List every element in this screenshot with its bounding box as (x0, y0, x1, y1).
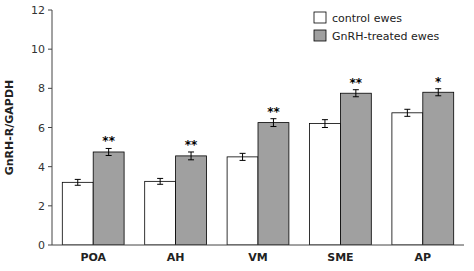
significance-label: ** (102, 134, 115, 148)
error-bar (322, 120, 328, 128)
y-tick-label: 2 (38, 200, 45, 213)
significance-label: ** (185, 138, 198, 152)
x-tick-label: AH (167, 251, 185, 264)
legend-swatch (314, 30, 326, 41)
y-tick (48, 245, 52, 246)
y-tick-label: 10 (31, 43, 45, 56)
legend: control ewes GnRH-treated ewes (314, 12, 440, 43)
error-bar (404, 109, 410, 116)
legend-swatch (314, 12, 326, 23)
bar (62, 182, 93, 245)
y-tick-label: 0 (38, 239, 45, 252)
bar (176, 156, 207, 245)
x-axis (52, 245, 464, 246)
error-bar (240, 153, 246, 160)
chart: 024681012GnRH-R/GAPDH*********POAAHVMSME… (0, 0, 474, 271)
x-tick-label: SME (327, 251, 353, 264)
y-tick (48, 127, 52, 128)
y-axis-label: GnRH-R/GAPDH (3, 80, 16, 176)
y-tick (48, 10, 52, 11)
x-tick-label: AP (415, 251, 432, 264)
error-bar (270, 119, 276, 127)
bar (145, 181, 176, 245)
error-bar (106, 148, 112, 155)
bar (227, 157, 258, 245)
bar (310, 124, 341, 245)
y-tick-label: 12 (31, 4, 45, 17)
bar (258, 123, 289, 245)
error-bar (353, 90, 359, 97)
bar (93, 152, 124, 245)
error-bar (157, 178, 163, 184)
bars (62, 89, 453, 245)
y-tick (48, 49, 52, 50)
error-bar (435, 89, 441, 96)
y-tick-label: 4 (38, 161, 45, 174)
x-tick-label: POA (80, 251, 106, 264)
y-tick-label: 8 (38, 82, 45, 95)
bar (340, 93, 371, 245)
y-tick (48, 88, 52, 89)
y-tick (48, 166, 52, 167)
significance-label: ** (350, 76, 363, 90)
error-bar (188, 152, 194, 160)
legend-label: control ewes (332, 12, 402, 25)
x-tick-label: VM (248, 251, 267, 264)
y-tick-label: 6 (38, 122, 45, 135)
bar (423, 92, 454, 245)
y-tick (48, 205, 52, 206)
legend-label: GnRH-treated ewes (332, 30, 440, 43)
significance-label: ** (267, 105, 280, 119)
y-axis (52, 10, 53, 245)
significance-label: * (435, 75, 442, 89)
error-bar (75, 179, 81, 185)
bar (392, 113, 423, 245)
